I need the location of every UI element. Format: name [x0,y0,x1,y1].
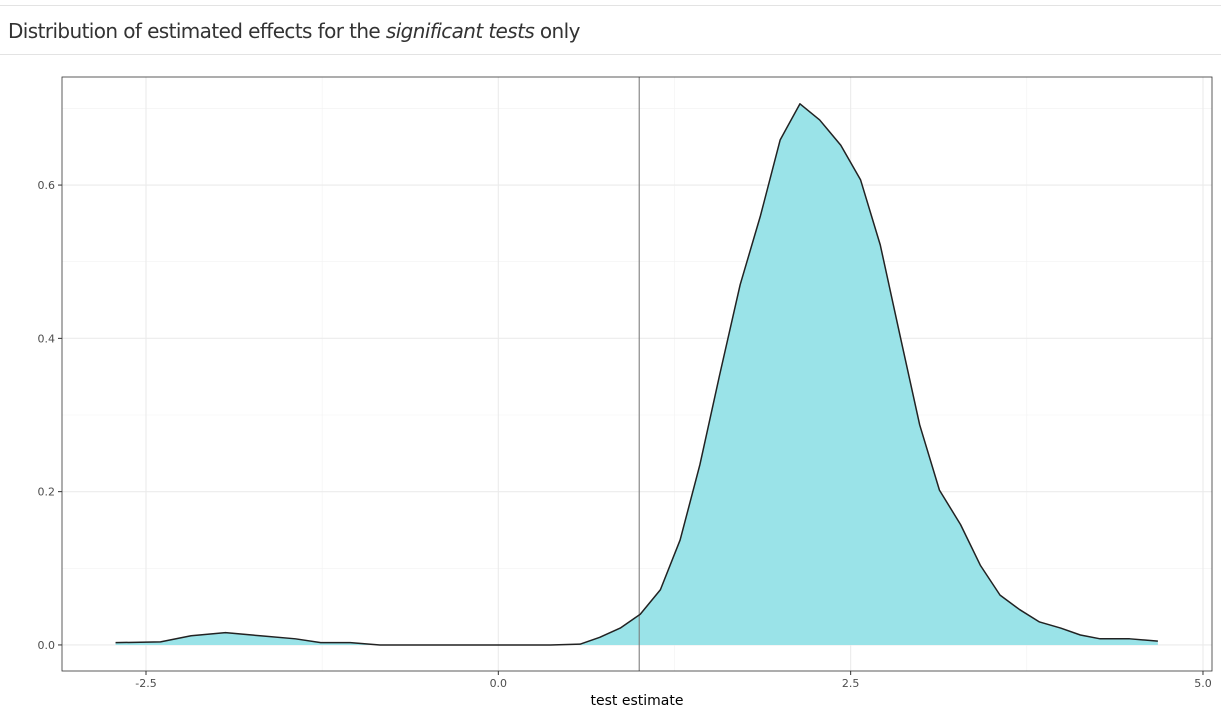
panel-header: Distribution of estimated effects for th… [0,5,1221,55]
y-tick-label: 0.0 [38,639,56,652]
title-text: only [534,19,581,43]
plot-border [61,76,1213,672]
x-tick-label: -2.5 [135,677,156,690]
x-tick-label: 5.0 [1194,677,1212,690]
y-tick-label: 0.4 [38,332,56,345]
y-tick-label: 0.6 [38,179,56,192]
x-tick-label: 0.0 [490,677,508,690]
title-emphasis: significant tests [385,19,535,43]
title-text: Distribution of estimated effects for th… [8,19,386,43]
density-area [115,103,1158,645]
density-line [115,103,1158,646]
chart-title: Distribution of estimated effects for th… [8,19,580,43]
x-axis-title: test estimate [591,693,684,709]
y-tick-label: 0.2 [38,486,56,499]
x-tick-label: 2.5 [842,677,860,690]
